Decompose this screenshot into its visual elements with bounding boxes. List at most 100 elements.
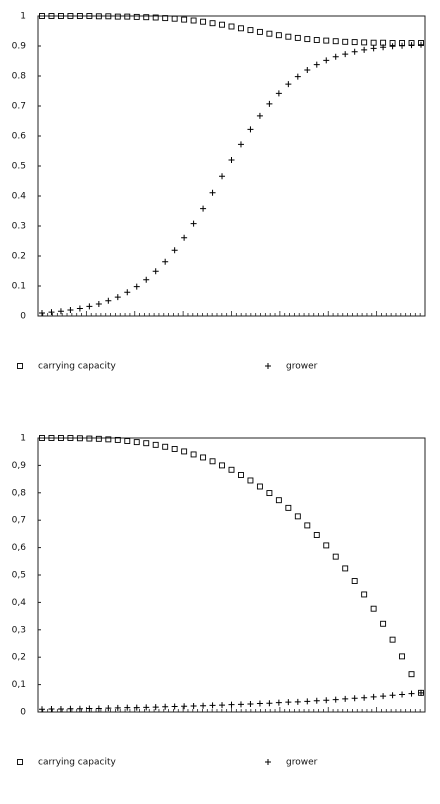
- marker-plus: [275, 90, 282, 97]
- marker-square: [266, 30, 273, 37]
- marker-square: [76, 13, 83, 19]
- marker-plus: [95, 705, 102, 712]
- marker-plus: [67, 307, 74, 313]
- marker-square: [143, 440, 150, 447]
- marker-plus: [181, 703, 188, 710]
- marker-square: [209, 458, 216, 465]
- y-tick-label: 0,4: [12, 598, 27, 608]
- marker-plus: [219, 173, 226, 180]
- marker-square: [133, 13, 140, 20]
- marker-plus: [237, 141, 244, 148]
- marker-square: [294, 513, 301, 520]
- marker-plus: [323, 57, 330, 64]
- marker-square: [39, 13, 45, 19]
- marker-square: [114, 436, 121, 443]
- marker-square: [190, 17, 197, 24]
- marker-square: [219, 462, 225, 469]
- marker-square: [76, 435, 83, 442]
- legend-label: carrying capacity: [38, 362, 116, 372]
- marker-plus: [190, 702, 197, 709]
- chart-panel: 0 0,1 0,2 0,3 0,4 0,5 0,6 0,7 0,8 0,9 1 carrying ca…: [12, 434, 426, 768]
- marker-square: [58, 435, 64, 441]
- y-tick-label: 1: [20, 12, 26, 22]
- marker-plus: [389, 692, 396, 699]
- marker-plus: [351, 48, 358, 55]
- marker-plus: [133, 283, 140, 290]
- marker-square: [133, 439, 140, 446]
- marker-plus: [124, 289, 131, 296]
- plot-frame: [37, 15, 426, 317]
- marker-square: [171, 15, 178, 22]
- chart-panel: 0 0.1 0.2 0.3 0.4 0.5 0.6 0.7 0.8 0.9 1 carrying ca…: [12, 12, 426, 372]
- marker-square: [219, 21, 225, 28]
- marker-plus: [181, 234, 188, 241]
- marker-square: [313, 532, 320, 538]
- marker-plus: [408, 42, 415, 49]
- marker-plus: [67, 705, 74, 712]
- marker-plus: [143, 704, 150, 711]
- y-tick-label: 0,2: [12, 653, 26, 663]
- marker-plus: [57, 308, 64, 315]
- marker-plus: [266, 700, 273, 707]
- marker-square: [370, 605, 377, 612]
- marker-plus: [162, 258, 169, 265]
- marker-plus: [418, 41, 424, 48]
- y-tick-label: 0.1: [12, 282, 26, 292]
- marker-plus: [361, 46, 368, 53]
- marker-plus: [209, 702, 216, 709]
- marker-plus: [256, 700, 263, 707]
- marker-plus: [95, 301, 102, 307]
- marker-square: [285, 504, 292, 511]
- marker-square: [152, 14, 159, 21]
- marker-square: [171, 446, 178, 452]
- y-tick-label: 0.3: [12, 222, 26, 232]
- marker-square: [275, 32, 282, 39]
- legend-label: grower: [286, 362, 318, 372]
- series: [39, 41, 424, 316]
- marker-plus: [76, 305, 83, 312]
- marker-plus: [256, 112, 263, 119]
- marker-plus: [380, 693, 387, 700]
- marker-square: [105, 436, 112, 443]
- marker-plus: [285, 81, 292, 88]
- marker-plus: [76, 705, 83, 712]
- y-tick-label: 0.6: [12, 132, 27, 142]
- y-tick-label: 0: [20, 708, 26, 718]
- marker-square: [332, 553, 339, 560]
- plot-frame: [37, 437, 426, 713]
- marker-square: [17, 759, 23, 765]
- marker-square: [294, 34, 301, 41]
- marker-square: [48, 435, 55, 441]
- marker-plus: [133, 704, 140, 711]
- marker-square: [86, 13, 93, 19]
- marker-plus: [200, 205, 207, 212]
- marker-square: [209, 20, 216, 27]
- marker-plus: [389, 43, 396, 50]
- y-tick-label: 0.2: [12, 252, 26, 262]
- marker-square: [361, 591, 368, 598]
- marker-square: [304, 522, 311, 529]
- series: [39, 13, 424, 46]
- marker-square: [361, 39, 368, 46]
- marker-square: [200, 18, 207, 25]
- marker-square: [105, 13, 112, 20]
- y-tick-label: 0.7: [12, 102, 26, 112]
- marker-square: [114, 13, 121, 20]
- marker-plus: [57, 705, 64, 712]
- marker-square: [200, 454, 207, 461]
- marker-square: [247, 477, 254, 484]
- marker-square: [228, 466, 235, 473]
- marker-square: [124, 13, 131, 20]
- marker-plus: [342, 51, 349, 58]
- marker-square: [238, 472, 244, 478]
- marker-plus: [143, 276, 150, 283]
- marker-plus: [86, 303, 93, 310]
- y-tick-label: 0,9: [12, 461, 27, 471]
- y-tick-label: 0.9: [12, 42, 27, 52]
- marker-square: [95, 13, 102, 20]
- marker-plus: [370, 45, 377, 52]
- marker-plus: [228, 701, 235, 708]
- marker-square: [67, 435, 74, 441]
- marker-plus: [332, 696, 339, 703]
